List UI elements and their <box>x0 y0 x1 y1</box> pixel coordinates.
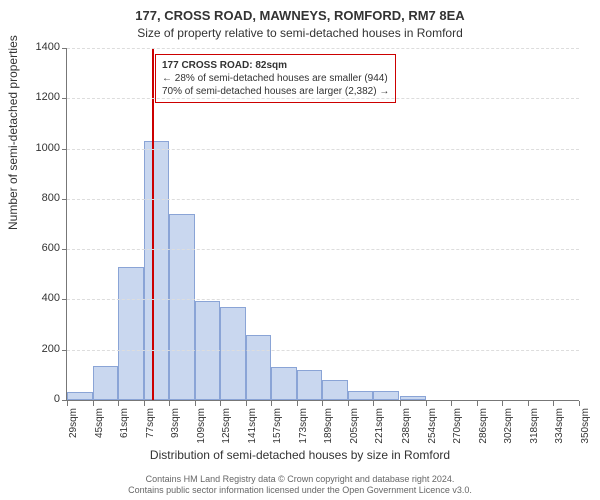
histogram-bar <box>400 396 426 400</box>
y-tick <box>62 249 67 250</box>
y-tick-label: 1000 <box>26 142 60 154</box>
x-tick <box>220 401 222 406</box>
histogram-bar <box>246 335 272 400</box>
x-tick <box>348 401 350 406</box>
x-tick-label: 286sqm <box>478 408 489 448</box>
footer-line-2: Contains public sector information licen… <box>0 485 600 496</box>
y-axis-label: Number of semi-detached properties <box>6 35 20 230</box>
x-tick <box>195 401 197 406</box>
histogram-bar <box>220 307 246 400</box>
x-tick-label: 61sqm <box>119 408 130 448</box>
histogram-bar <box>348 391 374 400</box>
y-tick-label: 1400 <box>26 41 60 53</box>
x-tick <box>118 401 120 406</box>
grid-line <box>67 98 579 99</box>
x-tick <box>322 401 324 406</box>
chart-subtitle: Size of property relative to semi-detach… <box>0 26 600 40</box>
x-tick-label: 141sqm <box>247 408 258 448</box>
x-tick <box>502 401 504 406</box>
x-tick-label: 254sqm <box>427 408 438 448</box>
grid-line <box>67 299 579 300</box>
histogram-bar <box>93 366 119 400</box>
histogram-bar <box>271 367 297 400</box>
x-tick-label: 29sqm <box>68 408 79 448</box>
x-tick <box>579 401 581 406</box>
annotation-line: ← 28% of semi-detached houses are smalle… <box>162 72 389 85</box>
x-tick-label: 125sqm <box>221 408 232 448</box>
annotation-box: 177 CROSS ROAD: 82sqm← 28% of semi-detac… <box>155 54 396 103</box>
x-tick <box>246 401 248 406</box>
x-tick-label: 302sqm <box>503 408 514 448</box>
x-tick-label: 270sqm <box>452 408 463 448</box>
annotation-line: 70% of semi-detached houses are larger (… <box>162 85 389 98</box>
x-tick-label: 334sqm <box>554 408 565 448</box>
grid-line <box>67 48 579 49</box>
histogram-bar <box>67 392 93 400</box>
y-tick-label: 800 <box>26 192 60 204</box>
histogram-bar <box>297 370 323 400</box>
x-tick <box>528 401 530 406</box>
y-tick-label: 400 <box>26 292 60 304</box>
y-tick-label: 1200 <box>26 91 60 103</box>
x-tick-label: 189sqm <box>323 408 334 448</box>
y-tick <box>62 48 67 49</box>
y-tick <box>62 98 67 99</box>
x-tick-label: 173sqm <box>298 408 309 448</box>
property-marker-line <box>152 48 154 400</box>
x-axis-label: Distribution of semi-detached houses by … <box>0 448 600 462</box>
x-tick <box>271 401 273 406</box>
plot-area: 177 CROSS ROAD: 82sqm← 28% of semi-detac… <box>66 48 579 401</box>
x-tick-label: 221sqm <box>374 408 385 448</box>
annotation-line: 177 CROSS ROAD: 82sqm <box>162 59 389 72</box>
y-tick-label: 0 <box>26 393 60 405</box>
x-tick-label: 350sqm <box>580 408 591 448</box>
x-tick-label: 109sqm <box>196 408 207 448</box>
x-tick <box>426 401 428 406</box>
x-tick-label: 93sqm <box>170 408 181 448</box>
x-tick <box>373 401 375 406</box>
x-tick-label: 318sqm <box>529 408 540 448</box>
y-tick <box>62 199 67 200</box>
x-tick <box>144 401 146 406</box>
footer-attribution: Contains HM Land Registry data © Crown c… <box>0 474 600 497</box>
histogram-bar <box>144 141 170 400</box>
x-tick <box>67 401 69 406</box>
x-tick-label: 205sqm <box>349 408 360 448</box>
y-tick-label: 200 <box>26 343 60 355</box>
x-tick <box>297 401 299 406</box>
grid-line <box>67 149 579 150</box>
x-tick <box>400 401 402 406</box>
histogram-bar <box>373 391 399 400</box>
x-tick-label: 77sqm <box>145 408 156 448</box>
y-tick-label: 600 <box>26 242 60 254</box>
y-tick <box>62 299 67 300</box>
histogram-bar <box>322 380 348 400</box>
histogram-bar <box>169 214 195 400</box>
histogram-bar <box>118 267 144 400</box>
x-tick-label: 45sqm <box>94 408 105 448</box>
y-tick <box>62 149 67 150</box>
x-tick-label: 157sqm <box>272 408 283 448</box>
chart-title: 177, CROSS ROAD, MAWNEYS, ROMFORD, RM7 8… <box>0 8 600 23</box>
x-tick <box>93 401 95 406</box>
chart-container: 177, CROSS ROAD, MAWNEYS, ROMFORD, RM7 8… <box>0 0 600 500</box>
x-tick <box>451 401 453 406</box>
footer-line-1: Contains HM Land Registry data © Crown c… <box>0 474 600 485</box>
x-tick <box>553 401 555 406</box>
x-tick-label: 238sqm <box>401 408 412 448</box>
y-tick <box>62 350 67 351</box>
x-tick <box>477 401 479 406</box>
x-tick <box>169 401 171 406</box>
grid-line <box>67 199 579 200</box>
grid-line <box>67 249 579 250</box>
grid-line <box>67 350 579 351</box>
